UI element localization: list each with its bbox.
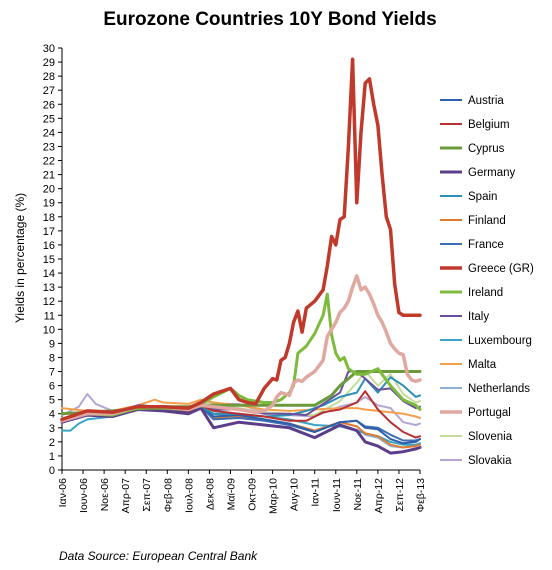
y-tick-label: 22 bbox=[43, 156, 55, 168]
legend-label-france: France bbox=[468, 239, 504, 251]
y-tick-label: 20 bbox=[43, 184, 55, 196]
legend-label-austria: Austria bbox=[468, 95, 504, 107]
x-tick-label: Ιαν-11 bbox=[310, 478, 322, 507]
legend-label-finland: Finland bbox=[468, 215, 506, 227]
y-tick-label: 30 bbox=[43, 43, 55, 55]
y-tick-label: 26 bbox=[43, 99, 55, 111]
legend: Austria Belgium Cyprus Germany Spain Finland F… bbox=[440, 95, 534, 467]
y-tick-label: 19 bbox=[43, 198, 55, 210]
legend-label-netherlands: Netherlands bbox=[468, 383, 530, 395]
y-tick-label: 12 bbox=[43, 296, 55, 308]
x-tick-label: Μαϊ-09 bbox=[225, 478, 237, 510]
x-tick-label: Φεβ-08 bbox=[162, 478, 174, 512]
legend-label-italy: Italy bbox=[468, 311, 489, 323]
legend-label-luxembourg: Luxembourg bbox=[468, 335, 532, 347]
x-tick-label: Νοε-06 bbox=[99, 478, 111, 511]
y-tick-label: 11 bbox=[44, 310, 55, 322]
x-tick-label: Οκτ-09 bbox=[247, 478, 259, 511]
y-tick-label: 6 bbox=[49, 381, 55, 393]
y-tick-label: 17 bbox=[43, 226, 55, 238]
y-tick-label: 9 bbox=[49, 338, 55, 350]
x-tick-label: Ιουν-06 bbox=[78, 478, 90, 513]
series-line-greece-gr bbox=[60, 57, 422, 422]
y-tick-label: 15 bbox=[43, 254, 55, 266]
y-tick-label: 23 bbox=[43, 141, 55, 153]
y-tick-label: 13 bbox=[43, 282, 55, 294]
legend-label-belgium: Belgium bbox=[468, 119, 510, 131]
x-tick-label: Απρ-07 bbox=[120, 478, 132, 514]
x-tick-label: Φεβ-13 bbox=[415, 478, 427, 512]
x-tick-label: Σεπ-12 bbox=[394, 478, 406, 512]
y-tick-label: 28 bbox=[43, 71, 55, 83]
legend-label-slovakia: Slovakia bbox=[468, 455, 512, 467]
x-tick-label: Ιουλ-08 bbox=[183, 478, 195, 513]
y-tick-label: 7 bbox=[49, 367, 55, 379]
data-source-note: Data Source: European Central Bank bbox=[59, 549, 258, 563]
y-tick-label: 14 bbox=[43, 268, 55, 280]
y-tick-label: 0 bbox=[49, 465, 55, 477]
y-tick-label: 1 bbox=[49, 451, 55, 463]
x-tick-label: Ιουν-11 bbox=[331, 478, 343, 512]
x-tick-label: Ιαν-06 bbox=[57, 478, 69, 508]
legend-label-ireland: Ireland bbox=[468, 287, 503, 299]
y-tick-label: 3 bbox=[49, 423, 55, 435]
legend-label-portugal: Portugal bbox=[468, 407, 511, 419]
y-tick-label: 8 bbox=[49, 352, 55, 364]
y-tick-label: 16 bbox=[43, 240, 55, 252]
x-tick-label: Απρ-12 bbox=[373, 478, 385, 514]
legend-label-malta: Malta bbox=[468, 359, 497, 371]
y-tick-label: 10 bbox=[43, 324, 55, 336]
legend-label-spain: Spain bbox=[468, 191, 497, 203]
y-tick-label: 29 bbox=[43, 57, 55, 69]
plot-area: 0123456789101112131415161718192021222324… bbox=[43, 43, 427, 514]
y-tick-label: 25 bbox=[43, 113, 55, 125]
legend-label-slovenia: Slovenia bbox=[468, 431, 513, 443]
y-tick-label: 21 bbox=[43, 170, 55, 182]
x-tick-label: Αυγ-10 bbox=[289, 478, 301, 511]
y-tick-label: 2 bbox=[49, 437, 55, 449]
y-tick-label: 24 bbox=[43, 127, 55, 139]
y-tick-label: 27 bbox=[43, 85, 55, 97]
x-tick-label: Μαρ-10 bbox=[268, 478, 280, 514]
y-axis-label: Yields in percentage (%) bbox=[13, 193, 27, 323]
legend-label-greece-gr: Greece (GR) bbox=[468, 263, 534, 275]
y-tick-label: 5 bbox=[49, 395, 55, 407]
chart-title: Eurozone Countries 10Y Bond Yields bbox=[103, 9, 436, 30]
legend-label-germany: Germany bbox=[468, 167, 516, 179]
y-tick-label: 18 bbox=[43, 212, 55, 224]
legend-label-cyprus: Cyprus bbox=[468, 143, 505, 155]
series-line-portugal bbox=[60, 274, 422, 423]
x-tick-label: Δεκ-08 bbox=[204, 478, 216, 510]
x-tick-label: Νοε-11 bbox=[352, 478, 364, 511]
x-tick-label: Σεπ-07 bbox=[141, 478, 153, 512]
y-tick-label: 4 bbox=[49, 409, 55, 421]
